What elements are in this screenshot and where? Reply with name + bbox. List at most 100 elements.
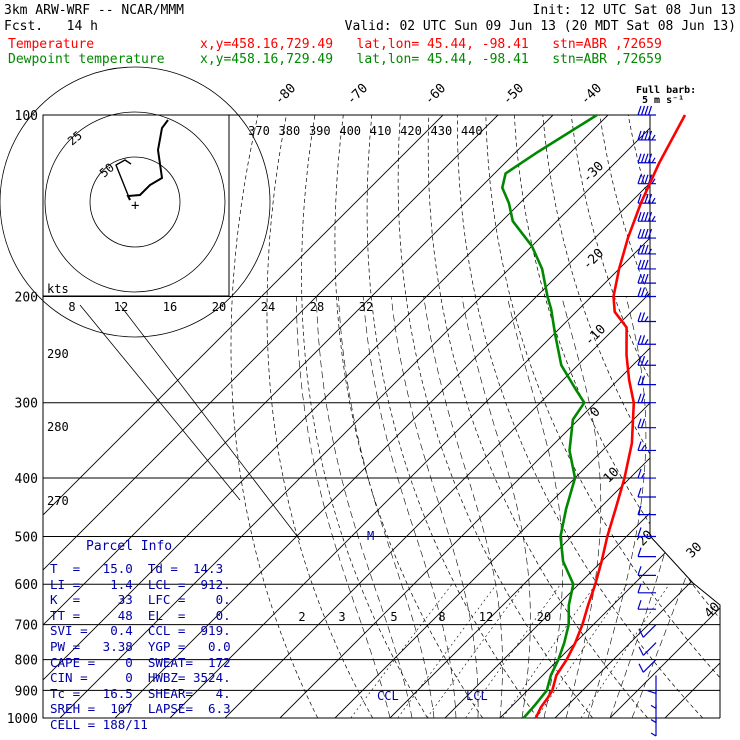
- hodograph-ring: [0, 66, 271, 338]
- wind-barb-flag: [640, 259, 646, 270]
- isotherm: [719, 115, 720, 718]
- wind-barb-flag: [644, 174, 649, 184]
- wind-barb-flag: [647, 153, 653, 163]
- isotherm: [609, 115, 720, 718]
- wind-barb-flag: [650, 719, 657, 724]
- dewpoint-location: x,y=458.16,729.49 lat,lon= 45.44, -98.41…: [200, 52, 662, 67]
- isotherm-label: -20: [580, 246, 607, 273]
- wind-barb-flag: [640, 445, 646, 451]
- isotherm: [279, 115, 720, 718]
- pressure-label-800: 800: [15, 654, 38, 669]
- parcel-info-row: CIN = 0 HWBZ= 3524.: [50, 670, 231, 686]
- dry-adiabat: [456, 115, 703, 718]
- speed-scale-label: 8: [68, 300, 75, 314]
- dry-adiabat: [301, 115, 428, 718]
- wind-barb-flag: [640, 472, 646, 479]
- hodograph-origin: +: [131, 198, 139, 214]
- moist-adiabat: [631, 296, 720, 718]
- isotherm: [334, 115, 720, 718]
- isotherm: [43, 115, 444, 718]
- mixing-ratio-label: 5: [390, 610, 397, 624]
- dry-adiabat: [230, 115, 319, 718]
- dry-adiabat: [427, 115, 648, 718]
- speed-scale-label: 12: [114, 300, 128, 314]
- wind-barb-staff: [642, 624, 657, 638]
- wind-barb-flag: [644, 193, 649, 204]
- isotherm: [554, 115, 720, 718]
- dewpoint-profile: [500, 113, 598, 719]
- wind-barb-flag: [637, 211, 642, 222]
- ccl-label: CCL: [377, 689, 399, 703]
- wind-barb-flag: [644, 228, 649, 239]
- isotherm-label: -60: [422, 81, 449, 108]
- theta-e-label: 380: [279, 124, 301, 138]
- wind-barb-flag: [640, 244, 646, 255]
- speed-guide: [119, 304, 301, 541]
- wind-barb-flag: [637, 130, 642, 141]
- wind-barb-flag: [647, 130, 653, 141]
- wind-barb-flag: [640, 174, 646, 184]
- theta-e-label: 390: [309, 124, 331, 138]
- isotherm-label: -30: [580, 159, 607, 186]
- mixing-ratio-label: 20: [537, 610, 551, 624]
- isotherm-label: -70: [344, 81, 371, 108]
- barb-legend-line1: Full barb:: [636, 85, 696, 96]
- isotherm-label: 20: [635, 528, 657, 550]
- wind-barb-flag: [644, 316, 649, 322]
- wind-barb-flag: [638, 663, 644, 673]
- wind-barb-flag: [640, 228, 646, 239]
- parcel-info-row: SVI = 0.4 CCL = 919.: [50, 623, 231, 639]
- moist-adiabat: [587, 296, 647, 718]
- wind-barb-flag: [637, 505, 642, 515]
- wind-barb-flag: [640, 312, 646, 322]
- theta-e-label: 430: [431, 124, 453, 138]
- theta-e-label: 410: [370, 124, 392, 138]
- wind-barb-flag: [637, 547, 642, 557]
- mixing-ratio-label: 3: [338, 610, 345, 624]
- barb-legend-line2: 5 m s⁻¹: [642, 95, 684, 106]
- plot-frame-right: [649, 115, 721, 718]
- speed-scale-label: 16: [163, 300, 177, 314]
- parcel-info-row: T = 15.0 Td = 14.3: [50, 561, 224, 576]
- wind-barb-flag: [637, 273, 642, 284]
- temperature-profile: [534, 114, 687, 719]
- hodograph-trace: [126, 119, 169, 201]
- wind-barb-flag: [644, 338, 649, 345]
- wind-barb-flag: [637, 487, 642, 498]
- wind-barb-flag: [637, 527, 642, 537]
- theta-label: 280: [47, 420, 69, 434]
- wind-barb-flag: [640, 393, 646, 403]
- dry-adiabat: [485, 115, 720, 718]
- dry-adiabat: [599, 115, 720, 718]
- pressure-label-1000: 1000: [7, 712, 38, 727]
- pressure-label-400: 400: [15, 472, 38, 487]
- hodograph-ring: [44, 111, 226, 293]
- isotherm-label: -40: [578, 81, 605, 108]
- pressure-label-100: 100: [15, 109, 38, 124]
- wind-barb-flag: [637, 599, 642, 610]
- wind-barb-flag: [640, 335, 646, 345]
- valid-time: Valid: 02 UTC Sun 09 Jun 13 (20 MDT Sat …: [344, 19, 736, 34]
- wind-barb-flag: [637, 375, 642, 385]
- dry-adiabat: [713, 115, 720, 718]
- theta-label: 290: [47, 347, 69, 361]
- wind-barb-flag: [640, 273, 646, 284]
- wind-barb-flag: [644, 359, 649, 366]
- parcel-info-row: CELL = 188/11: [50, 716, 148, 732]
- moist-adiabat: [362, 296, 457, 718]
- isotherm-label: 30: [684, 540, 706, 562]
- wind-barb-flag: [637, 174, 642, 184]
- wind-barb-flag: [637, 468, 642, 479]
- wind-barb-flag: [651, 178, 656, 185]
- wind-barb-flag: [640, 105, 646, 116]
- wind-barb-flag: [637, 153, 642, 163]
- parcel-info-row: K = 33 LFC = 0.: [50, 592, 231, 608]
- mixing-ratio-label: 2: [298, 610, 305, 624]
- isotherm: [43, 115, 554, 718]
- temperature-location: x,y=458.16,729.49 lat,lon= 45.44, -98.41…: [200, 37, 662, 52]
- wind-barb-flag: [651, 215, 656, 222]
- parcel-info-rows: T = 15.0 Td = 14.3 LI = 1.4 LCL = 912. K =…: [50, 561, 231, 733]
- moist-adiabat: [316, 296, 413, 718]
- dry-adiabat: [334, 115, 483, 718]
- wind-barb-flag: [640, 130, 646, 141]
